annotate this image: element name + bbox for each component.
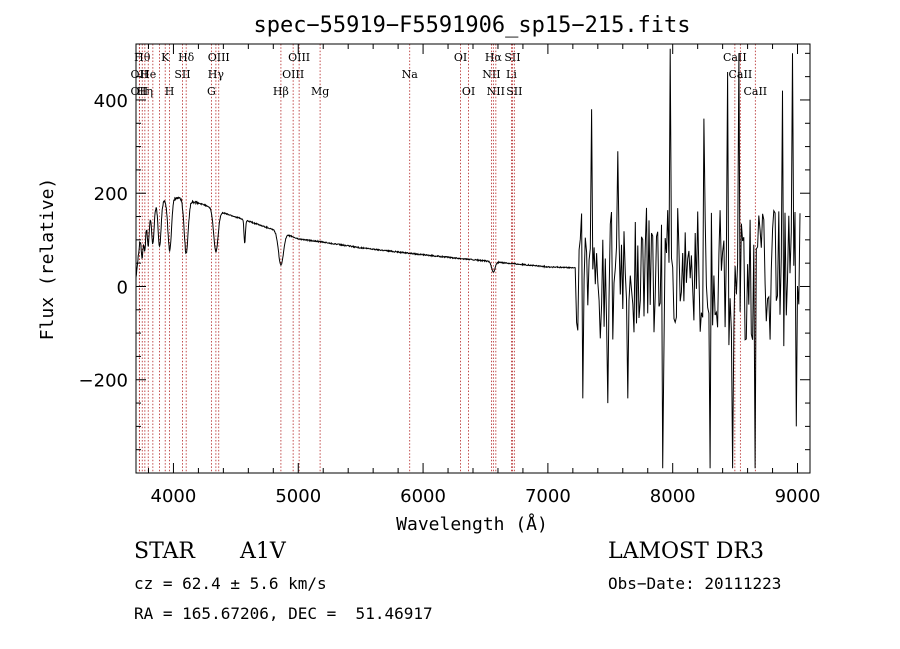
x-tick-label: 7000	[525, 486, 571, 507]
x-axis-label: Wavelength (Å)	[396, 513, 548, 535]
x-tick-label: 9000	[775, 486, 821, 507]
line-marker-label-17: Mg	[311, 85, 329, 98]
spectral-class: STAR	[134, 539, 195, 564]
plot-frame	[135, 43, 811, 474]
x-tick-label: 8000	[650, 486, 696, 507]
line-marker-label-25: SII	[504, 51, 520, 64]
coordinates: RA = 165.67206, DEC = 51.46917	[134, 604, 433, 623]
line-marker-label-2: OII	[131, 85, 149, 98]
redshift-cz: cz = 62.4 ± 5.6 km/s	[134, 574, 327, 593]
y-axis-label: Flux (relative)	[37, 178, 58, 341]
spectrum	[135, 48, 801, 469]
line-marker-label-13: OIII	[208, 51, 230, 64]
line-marker-label-4: He	[140, 68, 156, 81]
chart-title: spec−55919−F5591906_sp15−215.fits	[253, 13, 690, 38]
line-marker-label-3: Hη	[137, 85, 153, 98]
line-marker-label-28: CaII	[729, 68, 753, 81]
x-tick-label: 4000	[151, 486, 197, 507]
line-marker-label-19: OI	[454, 51, 467, 64]
line-marker-label-27: CaII	[723, 51, 747, 64]
obs-date: Obs−Date: 20111223	[608, 574, 782, 593]
line-marker-label-29: CaII	[743, 85, 767, 98]
x-tick-label: 5000	[275, 486, 321, 507]
line-marker-label-11: G	[207, 85, 216, 98]
line-marker-label-7: K	[161, 51, 170, 64]
spectrum-line	[135, 48, 801, 469]
y-tick-label: −200	[79, 371, 128, 392]
line-marker-label-15: OIII	[282, 68, 304, 81]
line-marker-label-23: NII	[487, 85, 505, 98]
x-tick-label: 6000	[400, 486, 446, 507]
line-marker-label-8: H	[165, 85, 175, 98]
axes: 4000 5000 6000 7000 8000 9000 −200 0 200 400	[79, 44, 821, 507]
y-tick-label: 400	[94, 91, 128, 112]
spectral-subclass: A1V	[240, 539, 286, 564]
line-marker-label-14: Hβ	[273, 85, 289, 98]
line-marker-label-16: OIII	[288, 51, 310, 64]
line-marker-label-21: NII	[482, 68, 500, 81]
line-marker-label-18: Na	[402, 68, 419, 81]
survey-name: LAMOST DR3	[608, 539, 764, 564]
line-markers: HθOIIOIIHηHeKHSIIHδGHγOIIIHβOIIIOIIIMgNa…	[131, 44, 767, 473]
line-marker-label-10: Hδ	[178, 51, 195, 64]
y-tick-label: 200	[94, 184, 128, 205]
line-marker-label-0: Hθ	[134, 51, 151, 64]
line-marker-label-9: SII	[174, 68, 190, 81]
line-marker-label-22: Hα	[485, 51, 503, 64]
line-marker-label-26: SII	[506, 85, 522, 98]
line-marker-label-20: OI	[462, 85, 475, 98]
y-tick-label: 0	[117, 277, 128, 298]
line-marker-label-24: Li	[506, 68, 517, 81]
line-marker-label-12: Hγ	[208, 68, 225, 81]
